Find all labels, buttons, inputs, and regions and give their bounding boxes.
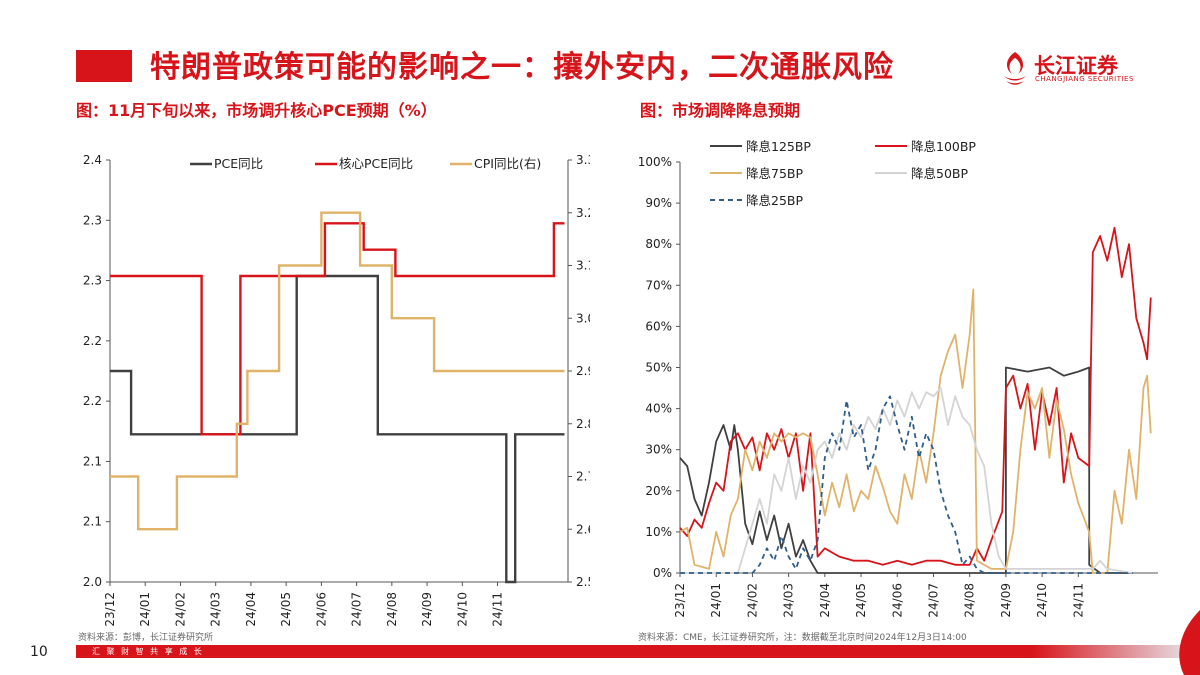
series-line-4 — [680, 395, 1133, 574]
left-y-tick-label: 2.4 — [83, 153, 102, 167]
x-tick-label: 23/12 — [673, 583, 687, 618]
series-line-2 — [679, 288, 1152, 574]
x-tick-label: 24/10 — [1035, 583, 1049, 618]
logo-text-cn: 长江证券 — [1034, 54, 1118, 78]
x-tick-label: 24/11 — [1071, 583, 1085, 618]
x-tick-label: 24/09 — [999, 583, 1013, 618]
right-y-tick-label: 2.5 — [576, 575, 590, 589]
left-y-tick-label: 2.1 — [83, 454, 102, 468]
x-tick-label: 24/08 — [385, 592, 399, 627]
left-chart-source: 资料来源：彭博，长江证券研究所 — [78, 633, 214, 643]
legend-label-3: 降息50BP — [911, 166, 968, 181]
brand-logo: 长江证券 CHANGJIANG SECURITIES — [1000, 48, 1150, 88]
y-tick-label: 100% — [638, 155, 672, 169]
right-y-tick-label: 3.1 — [576, 259, 590, 273]
footer-bar — [76, 645, 1200, 658]
page-title: 特朗普政策可能的影响之一：攘外安内，二次通胀风险 — [150, 50, 894, 85]
x-tick-label: 24/03 — [782, 583, 796, 618]
series-line-2 — [110, 211, 565, 531]
series-line-1 — [679, 226, 1152, 566]
left-y-tick-label: 2.3 — [83, 274, 102, 288]
legend-label-1: 核心PCE同比 — [339, 156, 413, 171]
legend-label-2: CPI同比(右) — [474, 156, 541, 171]
left-y-tick-label: 2.2 — [83, 334, 102, 348]
x-tick-label: 24/09 — [420, 592, 434, 627]
x-tick-label: 24/01 — [138, 592, 152, 627]
x-tick-label: 24/04 — [244, 592, 258, 627]
left-y-tick-label: 2.1 — [83, 515, 102, 529]
x-tick-label: 24/01 — [709, 583, 723, 618]
footer-slogan: 汇 聚 财 智 共 享 成 长 — [92, 647, 204, 656]
x-tick-label: 24/05 — [279, 592, 293, 627]
y-tick-label: 40% — [645, 402, 672, 416]
x-tick-label: 24/06 — [314, 592, 328, 627]
y-tick-label: 0% — [653, 566, 672, 580]
x-tick-label: 24/03 — [209, 592, 223, 627]
left-y-tick-label: 2.2 — [83, 394, 102, 408]
right-y-tick-label: 3.2 — [576, 206, 590, 220]
series-line-0 — [679, 366, 1133, 574]
page-number: 10 — [30, 644, 48, 660]
right-y-tick-label: 2.7 — [576, 470, 590, 484]
x-tick-label: 24/10 — [455, 592, 469, 627]
y-tick-label: 60% — [645, 319, 672, 333]
y-tick-label: 20% — [645, 484, 672, 498]
core-pce-chart: 2.0 2.1 2.1 2.2 2.2 2.3 2.3 2.4 2.5 2.6 2.7 2.8 2.9 3… — [83, 153, 590, 627]
logo-text-en: CHANGJIANG SECURITIES — [1035, 75, 1134, 83]
y-tick-label: 50% — [645, 361, 672, 375]
y-tick-label: 80% — [645, 237, 672, 251]
y-tick-label: 30% — [645, 443, 672, 457]
x-tick-label: 24/07 — [926, 583, 940, 618]
y-tick-label: 10% — [645, 525, 672, 539]
left-y-tick-label: 2.0 — [83, 575, 102, 589]
legend-label-4: 降息25BP — [746, 193, 803, 208]
x-tick-label: 24/05 — [854, 583, 868, 618]
left-y-tick-label: 2.3 — [83, 213, 102, 227]
right-y-tick-label: 2.6 — [576, 522, 590, 536]
series-line-1 — [110, 222, 565, 436]
right-chart-caption: 图：市场调降降息预期 — [640, 101, 801, 120]
y-tick-label: 70% — [645, 278, 672, 292]
series-line-3 — [680, 387, 1133, 574]
x-tick-label: 24/11 — [491, 592, 505, 627]
corner-decoration — [1179, 610, 1200, 675]
x-tick-label: 24/08 — [963, 583, 977, 618]
legend-label-0: 降息125BP — [746, 140, 811, 154]
title-accent-block — [76, 50, 132, 82]
legend-label-2: 降息75BP — [746, 166, 803, 181]
x-tick-label: 24/04 — [818, 583, 832, 618]
right-y-tick-label: 2.9 — [576, 364, 590, 378]
x-tick-label: 24/02 — [173, 592, 187, 627]
right-y-tick-label: 3.0 — [576, 311, 590, 325]
logo-mark-icon — [1004, 52, 1026, 85]
right-y-tick-label: 2.8 — [576, 417, 590, 431]
right-chart-source: 资料来源：CME，长江证券研究所，注：数据截至北京时间2024年12月3日14:… — [638, 633, 967, 643]
y-tick-label: 90% — [645, 196, 672, 210]
left-chart-caption: 图：11月下旬以来，市场调升核心PCE预期（%） — [76, 101, 437, 120]
right-y-tick-label: 3.3 — [576, 153, 590, 167]
legend-label-0: PCE同比 — [214, 156, 263, 171]
rate-cut-expectation-chart: 0% 10% 20% 30% 40% 50% 60% 70% 80% 90% 100% 23/12 24… — [638, 140, 1158, 618]
x-tick-label: 24/06 — [890, 583, 904, 618]
x-tick-label: 23/12 — [103, 592, 117, 627]
x-tick-label: 24/02 — [745, 583, 759, 618]
legend-label-1: 降息100BP — [911, 140, 976, 154]
series-line-0 — [110, 274, 565, 584]
x-tick-label: 24/07 — [350, 592, 364, 627]
